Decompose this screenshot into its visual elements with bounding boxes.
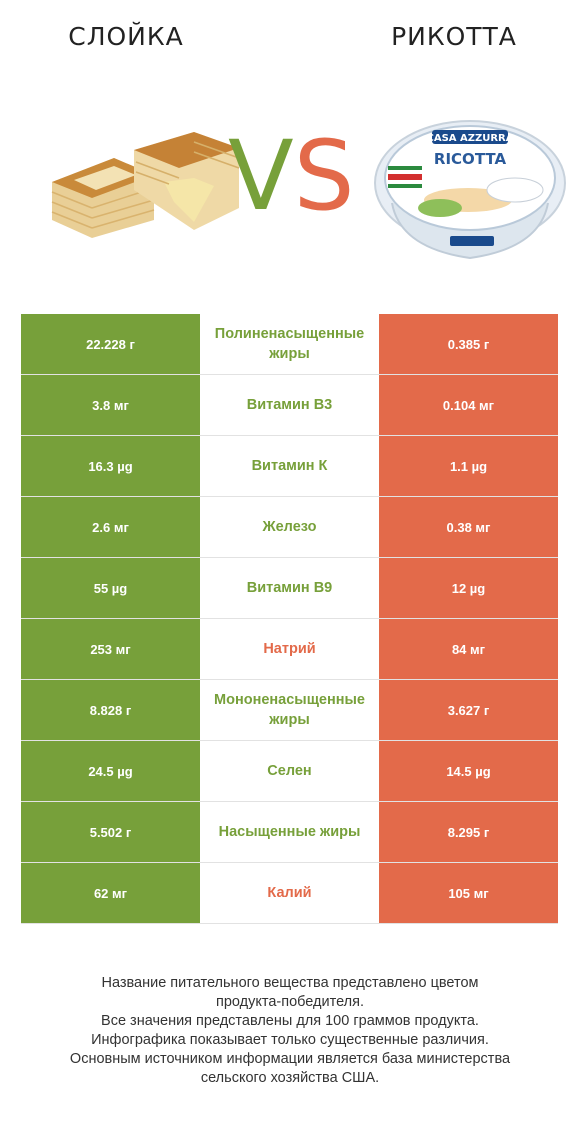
- footer-line: продукта-победителя.: [215, 994, 365, 1010]
- footer-line: сельского хозяйства США.: [200, 1070, 380, 1086]
- left-value: 22.228 г: [21, 314, 200, 374]
- right-product-title: РИКОТТА: [391, 22, 517, 51]
- right-value: 8.295 г: [379, 802, 558, 862]
- nutrient-name: Витамин B3: [200, 375, 379, 435]
- left-value: 55 µg: [21, 558, 200, 618]
- right-value: 105 мг: [379, 863, 558, 923]
- footer-note: Название питательного вещества представл…: [20, 974, 560, 1088]
- table-row: 16.3 µg Витамин К 1.1 µg: [21, 436, 558, 497]
- right-value: 0.385 г: [379, 314, 558, 374]
- table-row: 24.5 µg Селен 14.5 µg: [21, 741, 558, 802]
- nutrient-name: Калий: [200, 863, 379, 923]
- nutrient-name: Натрий: [200, 619, 379, 679]
- footer-line: Основным источником информации является …: [69, 1051, 511, 1067]
- comparison-table: 22.228 г Полиненасыщенные жиры 0.385 г 3.8 …: [21, 314, 558, 924]
- table-row: 2.6 мг Железо 0.38 мг: [21, 497, 558, 558]
- nutrient-name: Насыщенные жиры: [200, 802, 379, 862]
- left-value: 8.828 г: [21, 680, 200, 740]
- left-product-title: СЛОЙКА: [68, 22, 184, 51]
- footer-line: Инфографика показывает только существенн…: [91, 1032, 489, 1048]
- left-value: 24.5 µg: [21, 741, 200, 801]
- left-value: 2.6 мг: [21, 497, 200, 557]
- right-value: 12 µg: [379, 558, 558, 618]
- right-value: 14.5 µg: [379, 741, 558, 801]
- table-row: 253 мг Натрий 84 мг: [21, 619, 558, 680]
- nutrient-name: Мононенасыщенные жиры: [200, 680, 379, 740]
- left-value: 253 мг: [21, 619, 200, 679]
- vs-label: VS: [228, 128, 355, 224]
- left-value: 5.502 г: [21, 802, 200, 862]
- right-value: 3.627 г: [379, 680, 558, 740]
- table-row: 55 µg Витамин B9 12 µg: [21, 558, 558, 619]
- footer-line: Название питательного вещества представл…: [101, 975, 479, 991]
- vs-v: V: [228, 120, 294, 232]
- nutrient-name: Селен: [200, 741, 379, 801]
- brand-label: CASA AZZURRA: [426, 133, 513, 144]
- puff-pastry-image: [51, 132, 240, 238]
- left-value: 62 мг: [21, 863, 200, 923]
- right-value: 84 мг: [379, 619, 558, 679]
- nutrient-name: Витамин B9: [200, 558, 379, 618]
- table-row: 3.8 мг Витамин B3 0.104 мг: [21, 375, 558, 436]
- footer-line: Все значения представлены для 100 граммо…: [101, 1013, 479, 1029]
- ricotta-tub-image: CASA AZZURRA RICOTTA: [374, 120, 566, 260]
- vs-s: S: [293, 120, 355, 232]
- right-value: 0.38 мг: [379, 497, 558, 557]
- table-row: 5.502 г Насыщенные жиры 8.295 г: [21, 802, 558, 863]
- right-value: 0.104 мг: [379, 375, 558, 435]
- table-row: 8.828 г Мононенасыщенные жиры 3.627 г: [21, 680, 558, 741]
- nutrient-name: Железо: [200, 497, 379, 557]
- table-row: 62 мг Калий 105 мг: [21, 863, 558, 924]
- left-value: 16.3 µg: [21, 436, 200, 496]
- product-label: RICOTTA: [434, 150, 507, 168]
- right-value: 1.1 µg: [379, 436, 558, 496]
- left-value: 3.8 мг: [21, 375, 200, 435]
- table-row: 22.228 г Полиненасыщенные жиры 0.385 г: [21, 314, 558, 375]
- nutrient-name: Витамин К: [200, 436, 379, 496]
- nutrient-name: Полиненасыщенные жиры: [200, 314, 379, 374]
